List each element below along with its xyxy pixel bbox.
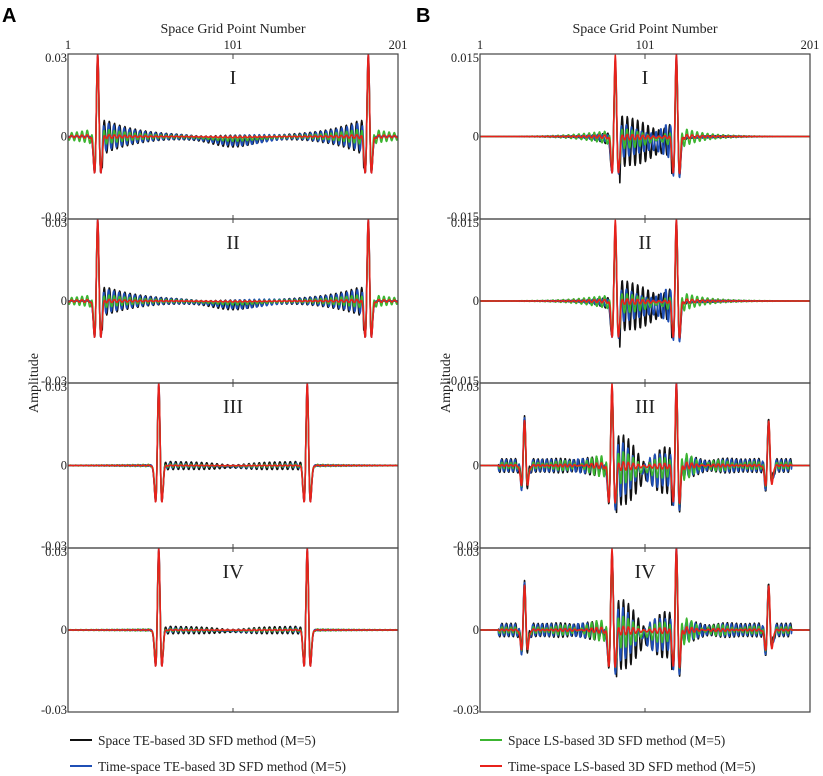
legend-label: Time-space LS-based 3D SFD method (M=5) (508, 759, 755, 774)
panel-letter: A (2, 5, 16, 27)
y-axis-title: Amplitude (439, 353, 454, 413)
series-line-ts_ls (68, 219, 398, 338)
subplot-label: II (226, 232, 239, 254)
y-tick-label: 0 (61, 459, 67, 473)
y-tick-label: 0.015 (451, 51, 479, 65)
x-tick-label: 201 (389, 38, 408, 52)
subplot-label: IV (634, 561, 656, 583)
y-tick-label: 0.03 (457, 380, 479, 394)
subplot-iii: 0.03 0 -0.03 III (453, 380, 811, 553)
y-tick-label: -0.03 (453, 539, 479, 553)
series-line-ts_ls (480, 219, 810, 339)
series-line-ts_ls (68, 54, 398, 174)
y-tick-label: 0.03 (45, 545, 67, 559)
traces (480, 219, 810, 348)
subplot-label: II (638, 232, 651, 254)
subplot-iv: 0.03 0 -0.03 IV (41, 545, 399, 717)
y-tick-label: 0 (473, 459, 479, 473)
subplot-i: 0.03 0 -0.03 I (41, 51, 399, 224)
traces (68, 383, 398, 503)
panel-b: B Space Grid Point Number 1 101 201 Amplitude… (416, 5, 819, 774)
y-tick-label: 0 (61, 294, 67, 308)
panel-letter: B (416, 5, 430, 27)
traces (68, 54, 398, 174)
traces (480, 383, 810, 514)
legend: Space TE-based 3D SFD method (M=5) Time-s… (70, 733, 346, 774)
y-tick-label: 0 (61, 130, 67, 144)
series-line-space_te (68, 55, 398, 173)
y-tick-label: -0.03 (453, 703, 479, 717)
x-tick-label: 1 (477, 38, 483, 52)
traces (68, 548, 398, 667)
x-axis-title: Space Grid Point Number (160, 22, 305, 37)
y-tick-label: 0.03 (457, 545, 479, 559)
x-tick-label: 1 (65, 38, 71, 52)
panel-a: A Space Grid Point Number 1 101 201 Amplitude… (2, 5, 407, 774)
traces (68, 219, 398, 338)
traces (480, 54, 810, 184)
y-tick-label: 0.03 (45, 51, 67, 65)
legend-label: Space LS-based 3D SFD method (M=5) (508, 733, 725, 748)
y-axis-title: Amplitude (27, 353, 42, 413)
series-line-space_ls (68, 58, 398, 172)
x-axis-title: Space Grid Point Number (572, 22, 717, 37)
legend-label: Time-space TE-based 3D SFD method (M=5) (98, 759, 346, 774)
y-tick-label: 0 (61, 623, 67, 637)
subplot-iv: 0.03 0 -0.03 IV (453, 545, 811, 717)
subplot-ii: 0.015 0 -0.015 II (447, 216, 811, 388)
subplot-label: I (642, 67, 649, 89)
y-tick-label: 0 (473, 130, 479, 144)
subplot-label: I (230, 67, 237, 89)
subplot-ii: 0.03 0 -0.03 II (41, 216, 399, 388)
y-tick-label: -0.03 (41, 703, 67, 717)
subplot-label: III (635, 396, 655, 418)
x-tick-label: 201 (801, 38, 820, 52)
x-tick-label: 101 (636, 38, 655, 52)
subplot-label: IV (222, 561, 244, 583)
series-line-ts_ls (480, 548, 810, 669)
y-tick-label: 0.03 (45, 216, 67, 230)
y-tick-label: 0.03 (45, 380, 67, 394)
subplot-iii: 0.03 0 -0.03 III (41, 380, 399, 553)
subplot-label: III (223, 396, 243, 418)
series-line-ts_ls (68, 383, 398, 503)
y-tick-label: -0.015 (447, 374, 479, 388)
legend: Space LS-based 3D SFD method (M=5) Time-s… (480, 733, 755, 774)
y-tick-label: -0.03 (41, 374, 67, 388)
series-line-space_te (68, 220, 398, 337)
y-tick-label: 0 (473, 294, 479, 308)
y-tick-label: -0.03 (41, 210, 67, 224)
y-tick-label: -0.015 (447, 210, 479, 224)
series-line-ts_ls (480, 54, 810, 175)
series-line-ts_ls (68, 548, 398, 667)
series-line-ts_ls (480, 383, 810, 504)
y-tick-label: 0.015 (451, 216, 479, 230)
y-tick-label: -0.03 (41, 539, 67, 553)
x-tick-label: 101 (224, 38, 243, 52)
y-tick-label: 0 (473, 623, 479, 637)
subplot-i: 0.015 0 -0.015 I (447, 51, 811, 224)
legend-label: Space TE-based 3D SFD method (M=5) (98, 733, 316, 748)
traces (480, 548, 810, 678)
